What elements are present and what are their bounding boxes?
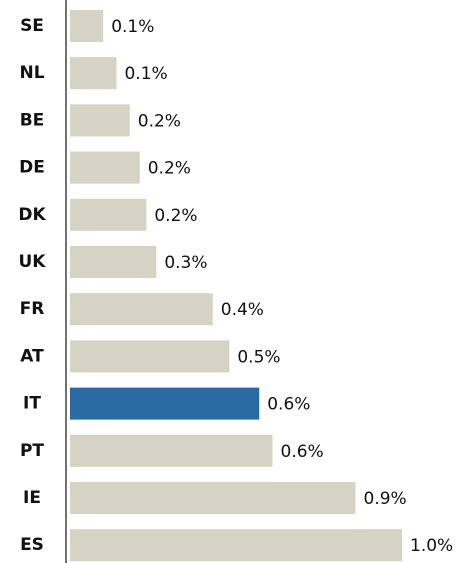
bar [70,198,147,231]
category-label: BE [20,110,45,130]
value-label: 0.6% [281,442,324,462]
bar [70,529,402,562]
value-label: 0.5% [237,347,280,367]
value-label: 1.0% [410,536,453,556]
value-label: 0.3% [164,253,207,273]
category-label: UK [19,252,47,272]
bar [70,434,273,467]
category-label: DE [19,158,45,178]
value-label: 0.6% [267,395,310,415]
bar [70,293,213,326]
value-label: 0.2% [148,159,191,179]
bar [70,387,260,420]
category-label: ES [20,535,44,555]
value-label: 0.1% [124,64,167,84]
category-label: NL [19,63,44,83]
category-label: FR [20,299,45,319]
bar [70,104,130,137]
value-label: 0.2% [154,206,197,226]
category-label: SE [20,16,44,36]
bar [70,57,117,90]
value-label: 0.4% [221,300,264,320]
category-label: DK [18,205,46,225]
bar [70,482,356,514]
category-label: IE [23,488,41,508]
value-label: 0.9% [364,489,407,509]
bar [70,151,140,184]
bar [70,340,230,373]
value-label: 0.2% [138,111,181,131]
category-label: AT [20,346,44,366]
value-label: 0.1% [111,17,154,37]
category-label: IT [23,394,41,414]
bar [70,246,157,278]
bar [70,10,104,42]
category-label: PT [20,441,44,461]
